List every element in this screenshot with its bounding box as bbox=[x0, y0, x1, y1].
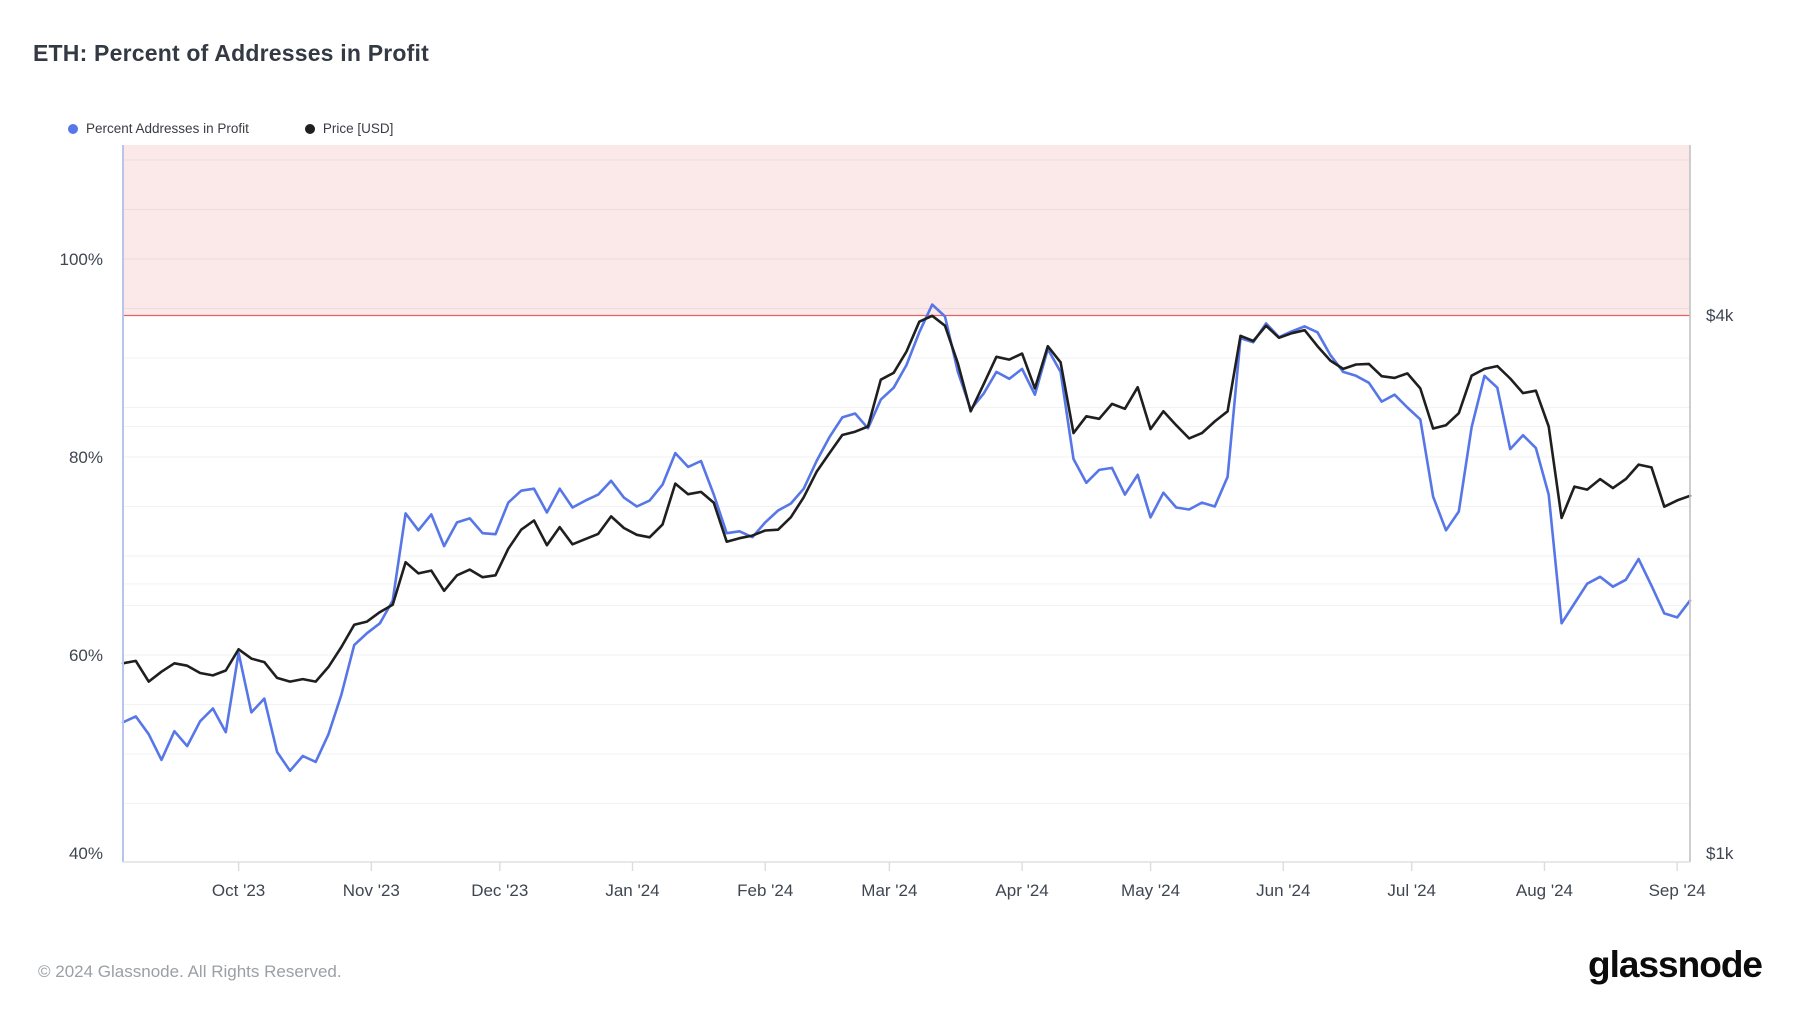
svg-text:Mar '24: Mar '24 bbox=[861, 881, 917, 900]
svg-text:80%: 80% bbox=[69, 448, 103, 467]
series-price bbox=[121, 314, 1692, 683]
legend-item-percent-in-profit[interactable]: Percent Addresses in Profit bbox=[68, 121, 249, 136]
svg-text:Jan '24: Jan '24 bbox=[605, 881, 659, 900]
legend-item-price-usd[interactable]: Price [USD] bbox=[304, 121, 394, 136]
svg-text:$4k: $4k bbox=[1706, 306, 1734, 325]
legend-label: Price [USD] bbox=[322, 121, 394, 136]
svg-text:Apr '24: Apr '24 bbox=[995, 881, 1048, 900]
overvaluation-band bbox=[123, 145, 1690, 316]
svg-text:60%: 60% bbox=[69, 646, 103, 665]
svg-text:Dec '23: Dec '23 bbox=[471, 881, 528, 900]
legend-dot-icon bbox=[304, 123, 315, 134]
glassnode-logo: glassnode bbox=[1588, 944, 1763, 985]
svg-text:Oct '23: Oct '23 bbox=[212, 881, 265, 900]
legend-dot-icon bbox=[68, 123, 78, 134]
svg-text:Jul '24: Jul '24 bbox=[1387, 881, 1436, 900]
svg-text:Sep '24: Sep '24 bbox=[1649, 881, 1706, 900]
svg-text:May '24: May '24 bbox=[1121, 881, 1180, 900]
chart-legend: Percent Addresses in Profit Price [USD] bbox=[68, 121, 393, 136]
legend-label: Percent Addresses in Profit bbox=[86, 121, 249, 136]
series-percent bbox=[121, 303, 1692, 773]
svg-text:100%: 100% bbox=[60, 250, 103, 269]
svg-text:Nov '23: Nov '23 bbox=[343, 881, 400, 900]
copyright-text: © 2024 Glassnode. All Rights Reserved. bbox=[38, 962, 342, 981]
svg-text:Jun '24: Jun '24 bbox=[1256, 881, 1310, 900]
page-title: ETH: Percent of Addresses in Profit bbox=[33, 40, 429, 66]
svg-text:Aug '24: Aug '24 bbox=[1516, 881, 1573, 900]
svg-text:40%: 40% bbox=[69, 844, 103, 863]
svg-text:Feb '24: Feb '24 bbox=[737, 881, 793, 900]
svg-text:$1k: $1k bbox=[1706, 844, 1734, 863]
